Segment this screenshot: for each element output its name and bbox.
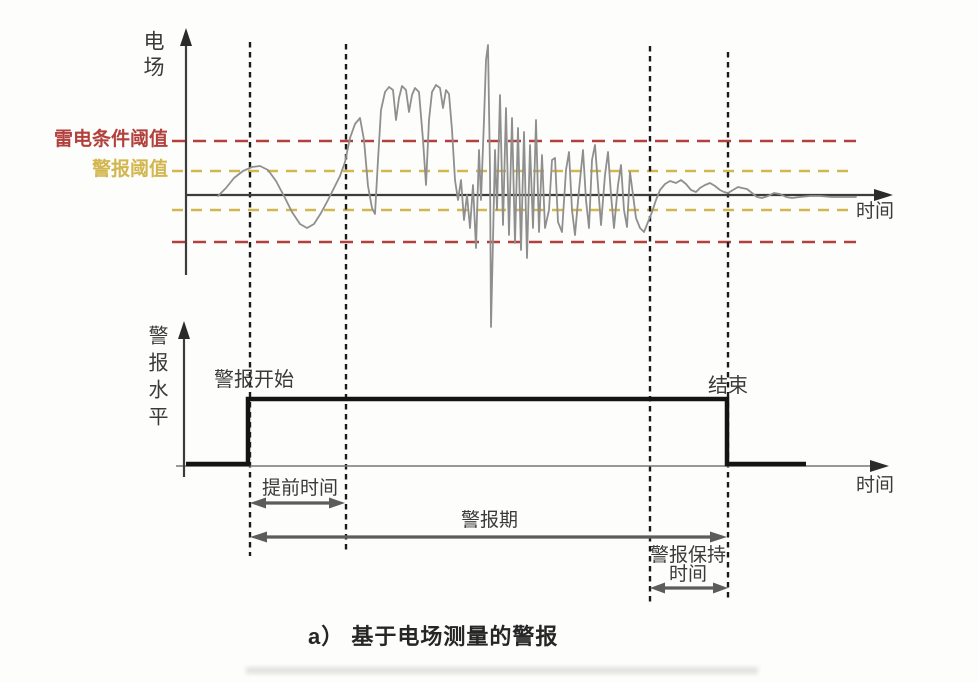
hold-time-arrow-right-head-icon — [713, 582, 728, 594]
lead-time-arrow-left-head-icon — [250, 497, 266, 509]
efield-x-axis-arrow-icon — [874, 189, 893, 201]
efield-signal-curve — [217, 44, 857, 328]
lightning-threshold-label: 雷电条件阈值 — [53, 129, 168, 150]
alarm-end-label: 结束 — [708, 375, 748, 397]
alarm-start-label: 警报开始 — [214, 369, 294, 391]
time-axis-label-bottom: 时间 — [856, 475, 895, 496]
alarm-period-arrow-right-head-icon — [710, 531, 727, 543]
efield-axis-label: 电场 — [141, 30, 165, 82]
alarm-level-axis-label: 警报水平 — [145, 325, 167, 433]
scan-smudge-artifact — [246, 667, 758, 674]
alarm-step-curve — [186, 396, 806, 467]
lead-time-label: 提前时间 — [262, 478, 339, 499]
warning-threshold-label: 警报阈值 — [91, 159, 168, 180]
alarm-y-axis-arrow-icon — [178, 321, 190, 339]
efield-y-axis-arrow-icon — [180, 28, 192, 46]
hold-time-label-line2: 时间 — [668, 564, 707, 585]
hold-time-label: 警报保持 时间 — [644, 546, 732, 584]
alarm-period-label: 警报期 — [461, 510, 519, 531]
figure-caption: a） 基于电场测量的警报 — [308, 624, 559, 649]
hold-time-label-line1: 警报保持 — [649, 545, 726, 566]
alarm-period-arrow-left-head-icon — [250, 531, 267, 543]
lead-time-arrow-right-head-icon — [329, 497, 345, 509]
alarm-x-axis-arrow-icon — [870, 460, 889, 472]
time-axis-label-top: 时间 — [856, 201, 895, 222]
hold-time-arrow-left-head-icon — [650, 582, 665, 594]
